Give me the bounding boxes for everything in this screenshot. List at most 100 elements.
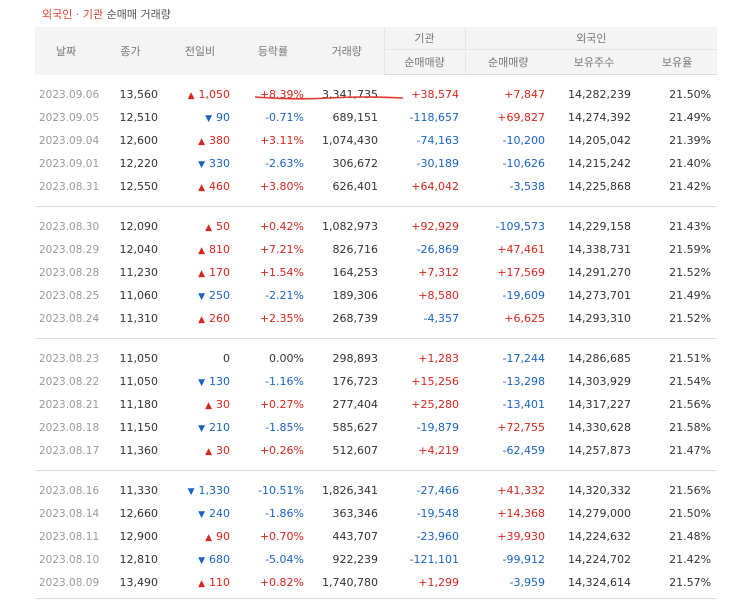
cell-change: ▲ 30 xyxy=(164,439,236,462)
cell-rate: +0.26% xyxy=(259,444,304,457)
cell-inst-net: +8,580 xyxy=(418,289,459,302)
table-row: 2023.08.17 11,360 ▲ 30 +0.26% 512,607 +4,219 -6… xyxy=(35,439,717,462)
cell-ratio: 21.50% xyxy=(669,507,712,520)
cell-change-value: 30 xyxy=(216,444,230,457)
cell-date: 2023.09.05 xyxy=(39,111,100,124)
cell-rate: +0.42% xyxy=(259,220,304,233)
cell-change-value: 50 xyxy=(216,220,230,233)
cell-close: 13,560 xyxy=(119,88,159,101)
cell-date: 2023.08.17 xyxy=(39,444,100,457)
down-arrow-icon: ▼ xyxy=(198,424,205,434)
cell-inst-net: -74,163 xyxy=(416,134,459,147)
cell-foreign-net: +14,368 xyxy=(497,507,545,520)
cell-close: 12,040 xyxy=(119,243,159,256)
cell-holdings: 14,330,628 xyxy=(568,421,631,434)
table-row: 2023.08.30 12,090 ▲ 50 +0.42% 1,082,973 +92,92… xyxy=(35,215,717,238)
cell-ratio: 21.39% xyxy=(669,134,712,147)
cell-foreign-net: +6,625 xyxy=(504,312,545,325)
page-title: 외국인 · 기관 순매매 거래량 xyxy=(42,7,171,23)
up-arrow-icon: ▲ xyxy=(205,447,212,457)
cell-ratio: 21.54% xyxy=(669,375,712,388)
cell-holdings: 14,291,270 xyxy=(568,266,631,279)
cell-close: 11,310 xyxy=(119,312,159,325)
cell-foreign-net: +41,332 xyxy=(497,484,545,497)
cell-change: ▲ 110 xyxy=(164,571,236,594)
cell-holdings: 14,324,614 xyxy=(568,576,631,589)
cell-ratio: 21.43% xyxy=(669,220,712,233)
cell-rate: -1.86% xyxy=(265,507,304,520)
cell-change: ▲ 460 xyxy=(164,175,236,198)
cell-ratio: 21.52% xyxy=(669,266,712,279)
title-foreign[interactable]: 외국인 xyxy=(42,8,73,21)
down-arrow-icon: ▼ xyxy=(198,160,205,170)
table-bottom-border xyxy=(35,598,717,599)
cell-change: ▲ 1,050 xyxy=(164,83,236,106)
cell-date: 2023.08.18 xyxy=(39,421,100,434)
cell-ratio: 21.49% xyxy=(669,289,712,302)
cell-volume: 268,739 xyxy=(332,312,379,325)
cell-close: 13,490 xyxy=(119,576,159,589)
cell-date: 2023.08.14 xyxy=(39,507,100,520)
cell-inst-net: -27,466 xyxy=(416,484,459,497)
cell-volume: 922,239 xyxy=(332,553,379,566)
cell-volume: 1,826,341 xyxy=(322,484,378,497)
cell-ratio: 21.40% xyxy=(669,157,712,170)
cell-close: 12,660 xyxy=(119,507,159,520)
cell-ratio: 21.59% xyxy=(669,243,712,256)
cell-date: 2023.09.01 xyxy=(39,157,100,170)
table-row: 2023.08.28 11,230 ▲ 170 +1.54% 164,253 +7,312 +… xyxy=(35,261,717,284)
cell-date: 2023.08.23 xyxy=(39,352,100,365)
cell-volume: 3,341,735 xyxy=(322,88,378,101)
cell-close: 11,180 xyxy=(119,398,159,411)
cell-holdings: 14,274,392 xyxy=(568,111,631,124)
cell-change-value: 210 xyxy=(209,421,230,434)
cell-holdings: 14,257,873 xyxy=(568,444,631,457)
cell-ratio: 21.57% xyxy=(669,576,712,589)
cell-ratio: 21.58% xyxy=(669,421,712,434)
up-arrow-icon: ▲ xyxy=(198,579,205,589)
title-institution[interactable]: 기관 xyxy=(82,8,104,21)
cell-change: ▲ 380 xyxy=(164,129,236,152)
cell-change: ▲ 260 xyxy=(164,307,236,330)
table-row: 2023.08.18 11,150 ▼ 210 -1.85% 585,627 -19,879… xyxy=(35,416,717,439)
header-rate: 등락률 xyxy=(236,27,310,75)
cell-foreign-net: -17,244 xyxy=(502,352,545,365)
table-row: 2023.08.25 11,060 ▼ 250 -2.21% 189,306 +8,580 -… xyxy=(35,284,717,307)
cell-date: 2023.09.06 xyxy=(39,88,100,101)
cell-foreign-net: -109,573 xyxy=(495,220,545,233)
cell-change: ▲ 170 xyxy=(164,261,236,284)
header-foreign-group: 외국인 xyxy=(464,27,718,50)
header-holdings: 보유주수 xyxy=(551,49,637,75)
cell-date: 2023.08.11 xyxy=(39,530,100,543)
cell-ratio: 21.51% xyxy=(669,352,712,365)
cell-change: ▼ 210 xyxy=(164,416,236,439)
cell-inst-net: +92,929 xyxy=(411,220,459,233)
cell-holdings: 14,205,042 xyxy=(568,134,631,147)
cell-date: 2023.08.25 xyxy=(39,289,100,302)
down-arrow-icon: ▼ xyxy=(187,487,195,497)
up-arrow-icon: ▲ xyxy=(198,315,205,325)
cell-rate: +3.11% xyxy=(259,134,304,147)
cell-volume: 298,893 xyxy=(332,352,379,365)
table-row: 2023.08.31 12,550 ▲ 460 +3.80% 626,401 +64,042… xyxy=(35,175,717,198)
row-spacer xyxy=(35,207,717,216)
cell-volume: 164,253 xyxy=(332,266,379,279)
cell-change-value: 250 xyxy=(209,289,230,302)
cell-close: 12,510 xyxy=(119,111,159,124)
cell-rate: +2.35% xyxy=(259,312,304,325)
cell-foreign-net: -99,912 xyxy=(502,553,545,566)
cell-inst-net: +64,042 xyxy=(411,180,459,193)
cell-foreign-net: +72,755 xyxy=(497,421,545,434)
cell-foreign-net: +17,569 xyxy=(497,266,545,279)
cell-ratio: 21.47% xyxy=(669,444,712,457)
cell-change-value: 680 xyxy=(209,553,230,566)
cell-change-value: 130 xyxy=(209,375,230,388)
cell-holdings: 14,338,731 xyxy=(568,243,631,256)
cell-foreign-net: -19,609 xyxy=(502,289,545,302)
cell-date: 2023.08.31 xyxy=(39,180,100,193)
table-row: 2023.08.10 12,810 ▼ 680 -5.04% 922,239 -121,10… xyxy=(35,548,717,571)
table-row: 2023.08.14 12,660 ▼ 240 -1.86% 363,346 -19,548… xyxy=(35,502,717,525)
cell-change: 0 xyxy=(164,347,236,370)
cell-volume: 689,151 xyxy=(332,111,379,124)
cell-foreign-net: +69,827 xyxy=(497,111,545,124)
